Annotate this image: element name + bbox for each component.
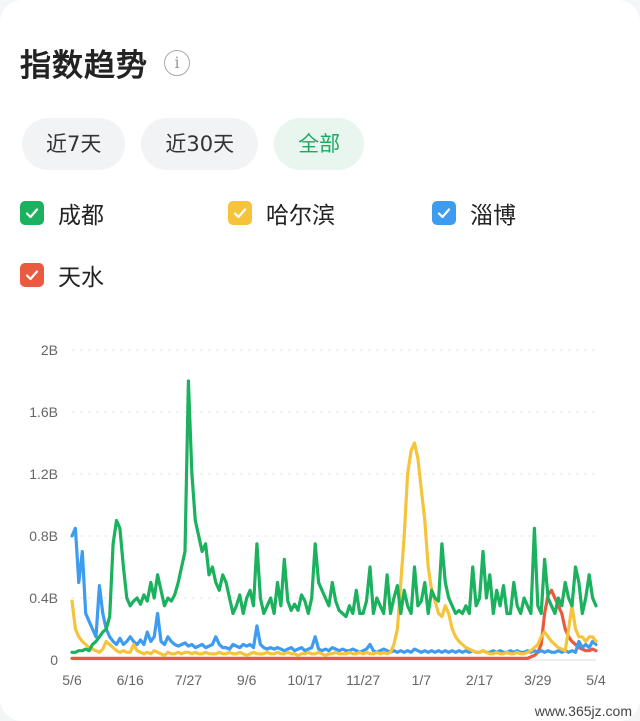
legend-label: 天水 [58,265,104,291]
tab-7-days[interactable]: 近7天 [22,118,126,170]
x-tick-label: 9/6 [237,672,257,688]
checkbox-checked-icon[interactable] [20,263,44,287]
x-tick-label: 5/4 [586,672,606,688]
info-icon[interactable]: i [164,49,190,76]
y-tick-label: 0 [50,652,58,668]
y-tick-label: 0.8B [29,528,58,544]
x-tick-label: 1/7 [412,672,432,688]
page-title: 指数趋势 [20,48,148,84]
watermark: www.365jz.com [534,703,632,719]
legend-label: 淄博 [470,203,516,229]
y-tick-label: 1.6B [29,404,58,420]
checkbox-checked-icon[interactable] [20,201,44,225]
y-tick-label: 2B [41,342,58,358]
legend-item-zibo[interactable]: 淄博 [432,196,516,230]
checkbox-checked-icon[interactable] [228,201,252,225]
checkbox-checked-icon[interactable] [432,201,456,225]
tab-all[interactable]: 全部 [274,118,365,170]
series-line [70,379,598,654]
legend-label: 哈尔滨 [266,203,335,229]
x-tick-label: 7/27 [175,672,202,688]
legend-item-harbin[interactable]: 哈尔滨 [228,196,335,230]
x-tick-label: 11/27 [346,672,380,688]
y-tick-label: 0.4B [29,590,58,606]
x-tick-label: 3/29 [524,672,551,688]
legend-item-tianshui[interactable]: 天水 [20,258,104,292]
series-line [70,441,598,657]
title-row: 指数趋势 i [20,40,190,85]
tab-30-days[interactable]: 近30天 [141,118,259,170]
trend-line-chart: 0 0.4B 0.8B 1.2B 1.6B 2B 5/6 6/16 7/27 9/6 10/17 11… [29,342,606,688]
x-tick-label: 6/16 [117,672,144,688]
y-tick-label: 1.2B [29,466,58,482]
legend-item-chengdu[interactable]: 成都 [20,196,104,230]
x-tick-label: 2/17 [466,672,493,688]
time-range-tabs: 近7天 近30天 全部 [22,118,365,170]
legend-label: 成都 [58,203,104,229]
x-tick-label: 10/17 [287,672,322,688]
series-line [70,588,598,660]
x-tick-label: 5/6 [62,672,82,688]
